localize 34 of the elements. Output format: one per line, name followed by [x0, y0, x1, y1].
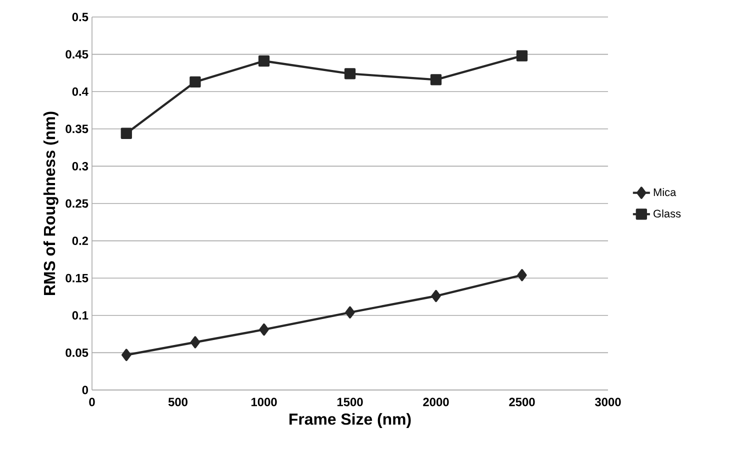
point: [430, 74, 442, 86]
y-tick-label: 0.2: [72, 236, 88, 246]
x-tick-label: 3000: [594, 398, 621, 406]
x-axis-title: Frame Size (nm): [290, 413, 411, 428]
legend-label: Glass: [654, 209, 681, 218]
x-tick-label: 500: [168, 398, 188, 406]
point: [190, 76, 201, 88]
point: [344, 68, 356, 80]
y-tick-label: 0.35: [66, 124, 88, 134]
x-tick-label: 0: [89, 398, 95, 406]
x-tick-label: 1000: [251, 398, 277, 406]
y-axis-title: RMS of Roughness (nm): [43, 112, 58, 295]
y-tick-label: 0.45: [66, 50, 88, 59]
x-tick-label: 1500: [337, 398, 363, 406]
y-tick-label: 0.3: [72, 162, 88, 170]
legend-label: Mica: [654, 188, 676, 196]
point: [122, 348, 132, 362]
x-tick-label: 2000: [423, 398, 449, 406]
point: [190, 336, 200, 348]
point: [517, 269, 527, 282]
y-tick-label: 0: [82, 386, 88, 394]
point: [516, 50, 528, 62]
y-tick-label: 0.05: [66, 348, 88, 357]
y-tick-label: 0.15: [66, 274, 88, 282]
y-tick-label: 0.5: [72, 12, 88, 22]
point: [258, 55, 270, 67]
y-tick-label: 0.4: [72, 87, 88, 96]
point: [259, 324, 269, 336]
x-tick-label: 2500: [509, 398, 535, 406]
y-tick-label: 0.1: [72, 311, 88, 320]
point: [120, 128, 132, 139]
point: [345, 306, 355, 318]
point: [431, 290, 441, 302]
y-tick-label: 0.25: [66, 199, 88, 208]
